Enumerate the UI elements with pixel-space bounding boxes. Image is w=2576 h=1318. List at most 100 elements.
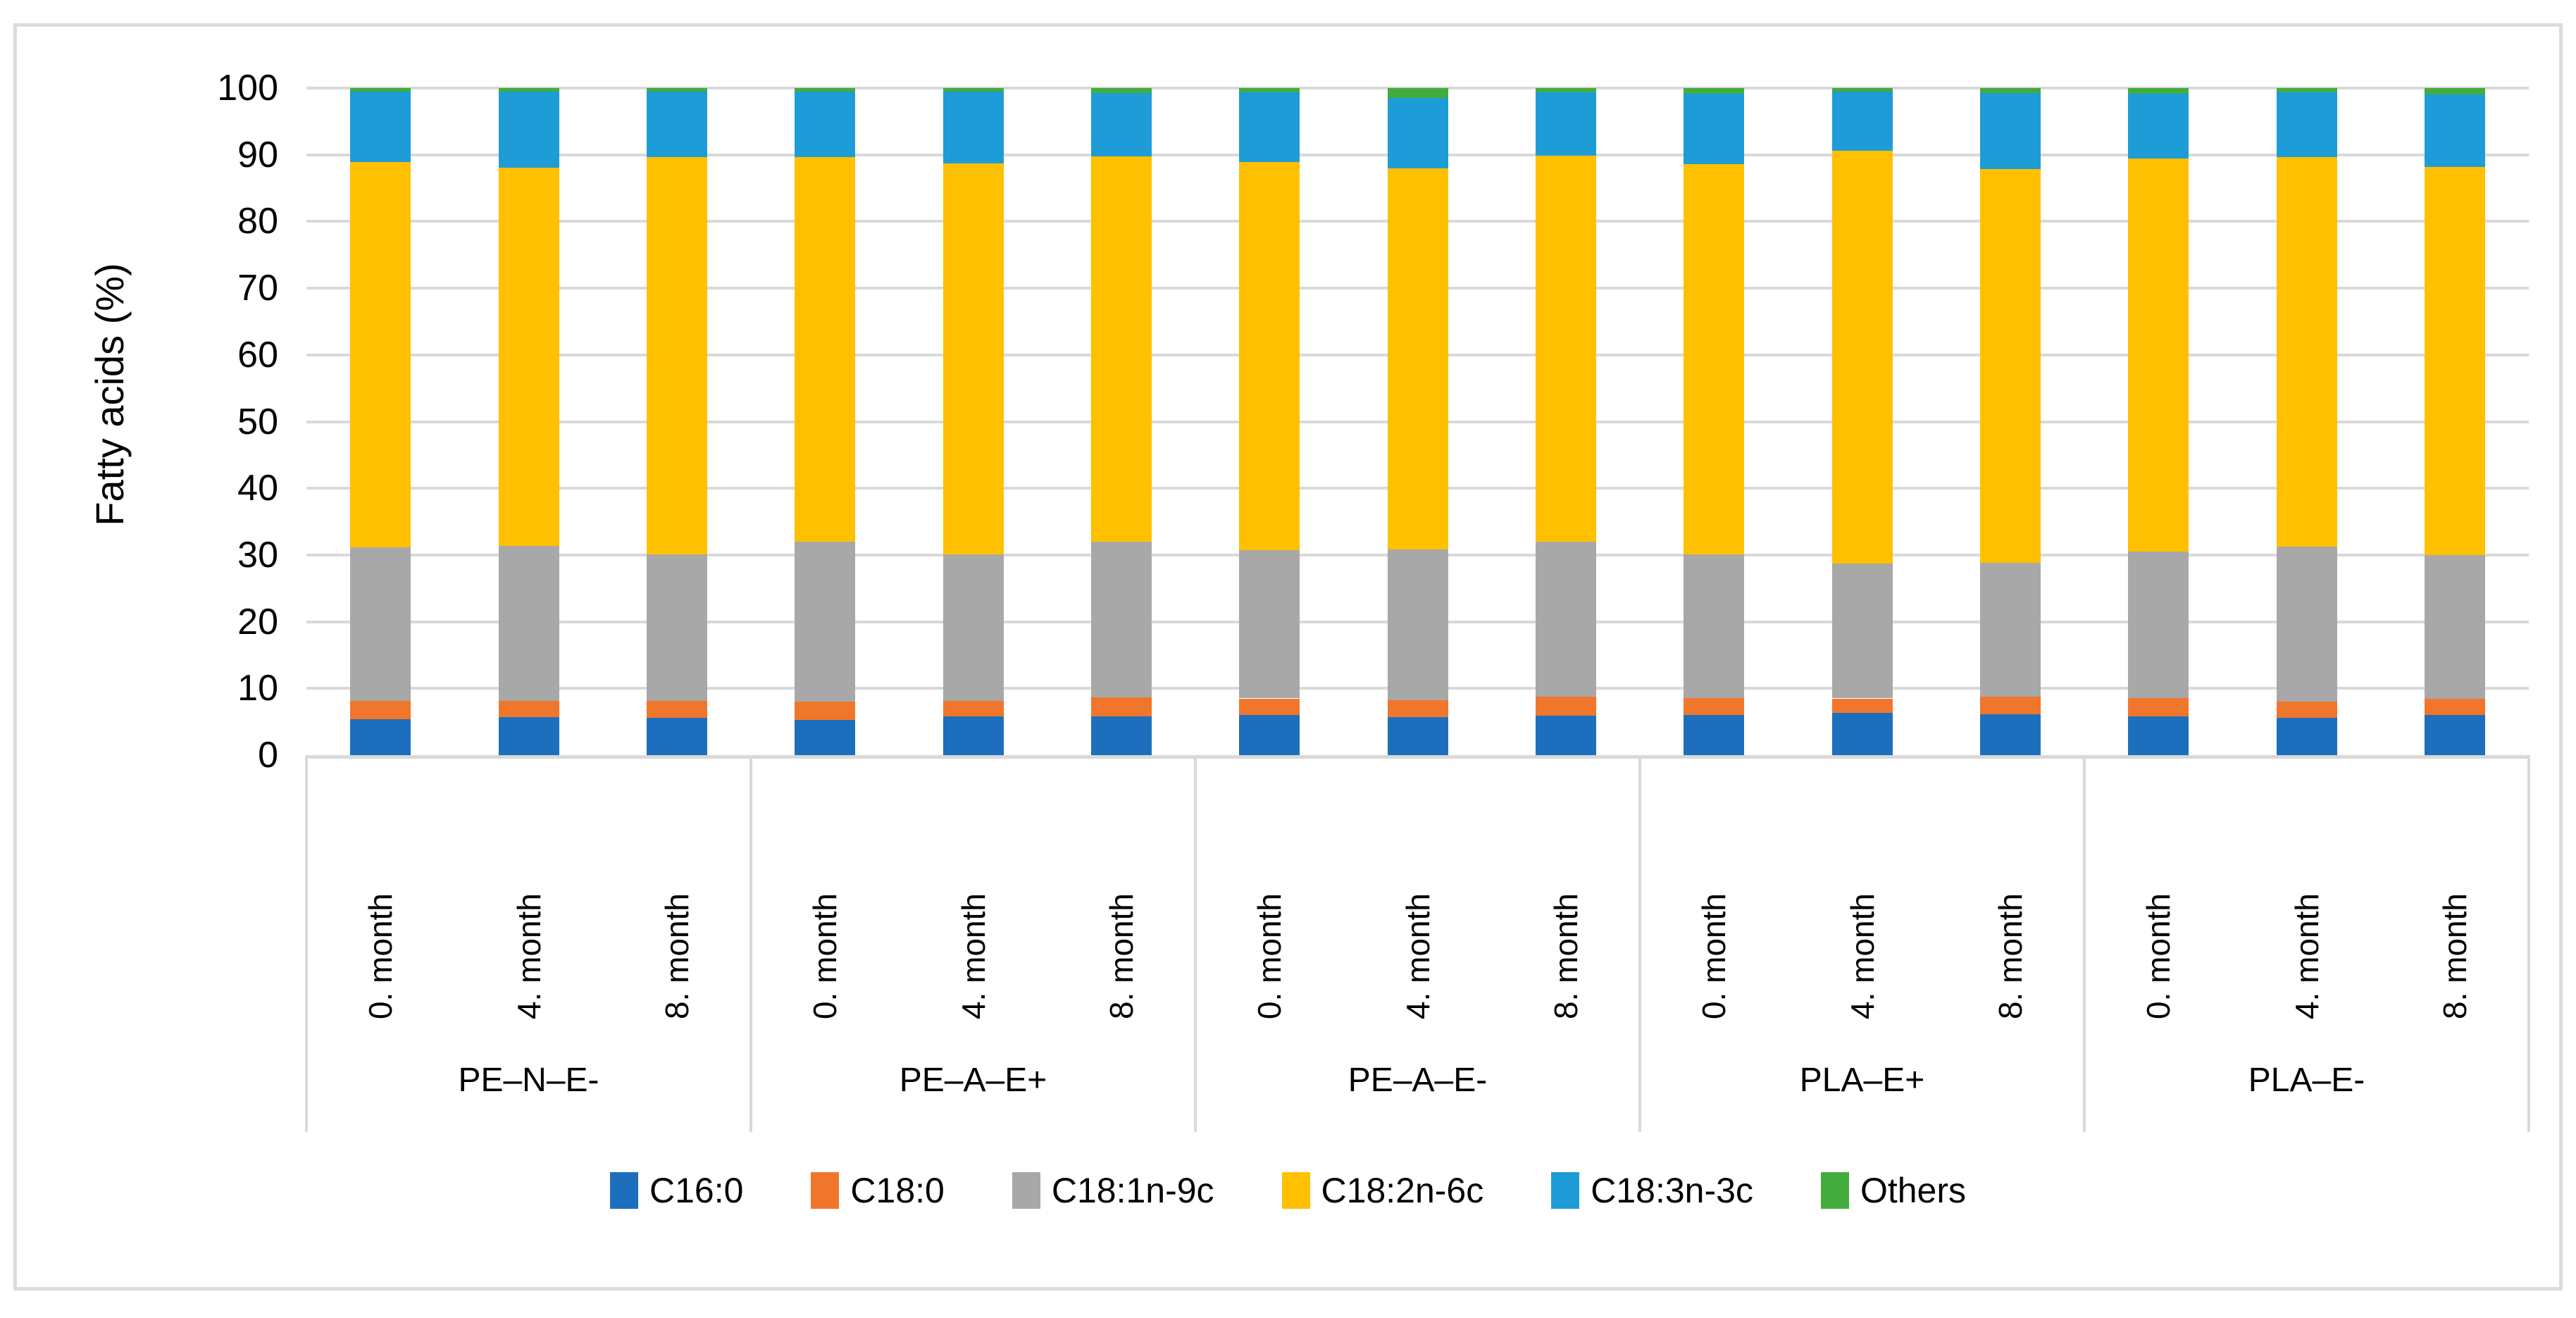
bar-segment-C16:0 — [1979, 714, 2041, 755]
bar-segment-C16:0 — [1831, 713, 1893, 755]
bar-segment-C16:0 — [1090, 716, 1152, 755]
bar-segment-C16:0 — [1387, 717, 1448, 755]
bar-segment-C18:0 — [2424, 699, 2485, 716]
bar-segment-C18:3n-3c — [2424, 94, 2485, 167]
group-label-PLA–E-: PLA–E- — [2248, 1062, 2365, 1099]
group-label-PE–A–E-: PE–A–E- — [1348, 1062, 1488, 1099]
bar-segment-C18:0 — [646, 701, 707, 718]
bar-segment-C18:3n-3c — [1535, 92, 1596, 156]
y-tick-label-90: 90 — [237, 134, 278, 175]
bar-segment-C18:0 — [498, 701, 559, 717]
bar-segment-C18:0 — [1090, 697, 1152, 717]
bar-segment-C18:0 — [942, 701, 1004, 717]
month-tick-label: 0. month — [2140, 893, 2177, 1019]
bar-segment-Others — [350, 88, 411, 92]
y-tick-label-40: 40 — [237, 468, 278, 509]
bar-segment-C18:2n-6c — [1239, 162, 1300, 551]
bar-segment-C16:0 — [795, 719, 856, 755]
legend-swatch-icon — [1012, 1172, 1040, 1209]
bar-segment-Others — [942, 88, 1004, 92]
bar-segment-C18:1n-9c — [1239, 550, 1300, 699]
month-tick-label: 8. month — [1102, 893, 1140, 1019]
bar-segment-C16:0 — [1684, 715, 1745, 755]
bar-segment-C16:0 — [2424, 715, 2485, 755]
bar-segment-C18:2n-6c — [1387, 168, 1448, 550]
y-tick-label-20: 20 — [237, 601, 278, 642]
category-separator — [2527, 755, 2530, 1132]
bar-segment-C18:2n-6c — [2128, 158, 2189, 552]
y-tick-label-100: 100 — [217, 68, 278, 108]
month-tick-label: 0. month — [1695, 893, 1733, 1019]
bar-segment-C18:3n-3c — [1684, 93, 1745, 164]
bar-segment-C18:3n-3c — [1239, 92, 1300, 163]
bar-segment-C16:0 — [942, 716, 1004, 755]
bar-segment-C18:1n-9c — [646, 554, 707, 702]
legend-swatch-icon — [1281, 1172, 1310, 1209]
month-tick-label: 4. month — [510, 893, 547, 1019]
bar-segment-C18:1n-9c — [2424, 554, 2485, 700]
bar-segment-C18:3n-3c — [1387, 98, 1448, 168]
y-tick-label-30: 30 — [237, 534, 278, 576]
bar-segment-C18:2n-6c — [1684, 163, 1745, 554]
bar-segment-C18:1n-9c — [1387, 549, 1448, 701]
legend-label: C18:3n-3c — [1591, 1171, 1753, 1210]
month-tick-label: 8. month — [2436, 893, 2473, 1019]
bar-segment-Others — [498, 88, 559, 92]
bar-segment-C18:2n-6c — [498, 167, 559, 546]
bar-segment-C18:3n-3c — [1090, 92, 1152, 156]
bar-segment-C18:1n-9c — [498, 545, 559, 702]
bar-segment-C18:2n-6c — [1535, 155, 1596, 542]
x-axis-line — [306, 755, 2529, 759]
month-tick-label: 8. month — [1547, 893, 1584, 1019]
legend-swatch-icon — [1820, 1172, 1849, 1209]
bar-segment-C18:1n-9c — [1535, 541, 1596, 697]
category-separator — [1638, 755, 1641, 1132]
bar-segment-C18:0 — [1535, 696, 1596, 716]
bar-segment-C18:3n-3c — [350, 91, 411, 163]
y-tick-label-70: 70 — [237, 268, 278, 309]
group-label-PLA–E+: PLA–E+ — [1799, 1062, 1925, 1099]
legend-item-C16:0: C16:0 — [609, 1171, 743, 1210]
legend-swatch-icon — [609, 1172, 638, 1209]
bar-segment-C18:3n-3c — [646, 91, 707, 158]
legend-item-C18:3n-3c: C18:3n-3c — [1551, 1171, 1753, 1210]
bar-segment-C18:0 — [2128, 697, 2189, 717]
bar-segment-C18:3n-3c — [1979, 92, 2041, 169]
legend-swatch-icon — [811, 1172, 840, 1209]
bar-segment-C18:3n-3c — [795, 91, 856, 157]
month-tick-label: 0. month — [362, 893, 399, 1019]
bar-segment-C18:1n-9c — [2128, 552, 2189, 698]
month-tick-label: 8. month — [1991, 893, 2029, 1019]
bar-segment-C18:2n-6c — [1831, 151, 1893, 564]
bar-segment-Others — [1239, 88, 1300, 92]
category-separator — [305, 755, 308, 1132]
bar-segment-C18:2n-6c — [2424, 166, 2485, 555]
bar-segment-C18:3n-3c — [498, 91, 559, 168]
bar-segment-Others — [1831, 88, 1893, 92]
category-separator — [1194, 755, 1197, 1132]
bar-segment-C18:0 — [350, 701, 411, 719]
y-tick-label-10: 10 — [237, 668, 278, 709]
bar-segment-C18:1n-9c — [2276, 546, 2337, 702]
bar-segment-C16:0 — [1239, 715, 1300, 755]
bar-segment-Others — [1535, 88, 1596, 92]
category-separator — [749, 755, 752, 1132]
month-tick-label: 0. month — [807, 893, 844, 1019]
bar-segment-C18:2n-6c — [795, 156, 856, 542]
bar-segment-Others — [646, 88, 707, 92]
bar-segment-Others — [2424, 88, 2485, 95]
bar-segment-Others — [795, 88, 856, 92]
bar-segment-C18:0 — [2276, 702, 2337, 718]
bar-segment-C18:3n-3c — [2128, 93, 2189, 159]
month-tick-label: 4. month — [2288, 893, 2325, 1019]
y-tick-label-80: 80 — [237, 201, 278, 242]
bar-segment-C16:0 — [350, 719, 411, 755]
month-tick-label: 4. month — [1843, 893, 1881, 1019]
bar-segment-C16:0 — [498, 717, 559, 755]
bar-segment-C18:1n-9c — [350, 547, 411, 702]
bar-segment-C18:2n-6c — [1090, 156, 1152, 542]
bar-segment-C18:3n-3c — [1831, 91, 1893, 151]
bar-segment-C18:2n-6c — [1979, 168, 2041, 564]
bar-segment-C18:3n-3c — [942, 91, 1004, 163]
